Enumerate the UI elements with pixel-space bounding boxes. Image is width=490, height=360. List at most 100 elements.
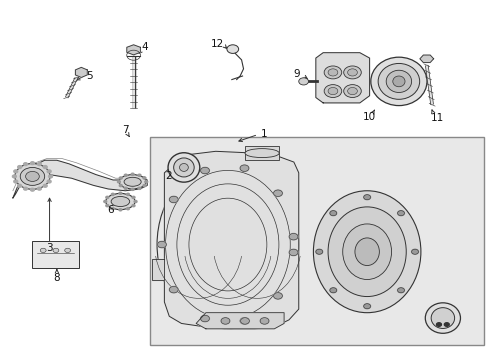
Circle shape bbox=[138, 187, 141, 189]
Circle shape bbox=[364, 304, 370, 309]
Bar bbox=[32, 241, 79, 268]
Circle shape bbox=[330, 211, 337, 216]
Circle shape bbox=[30, 188, 34, 191]
Ellipse shape bbox=[179, 163, 188, 171]
Circle shape bbox=[289, 249, 298, 256]
Ellipse shape bbox=[25, 171, 39, 181]
Ellipse shape bbox=[378, 63, 419, 99]
Circle shape bbox=[131, 173, 134, 175]
Circle shape bbox=[47, 170, 51, 173]
Circle shape bbox=[240, 165, 249, 171]
Text: 8: 8 bbox=[53, 273, 60, 283]
Circle shape bbox=[111, 193, 114, 195]
Text: 11: 11 bbox=[430, 113, 443, 123]
Circle shape bbox=[18, 166, 22, 168]
Polygon shape bbox=[75, 67, 87, 77]
Text: 5: 5 bbox=[86, 71, 93, 81]
Circle shape bbox=[118, 181, 121, 183]
Polygon shape bbox=[13, 160, 147, 198]
Polygon shape bbox=[164, 151, 299, 329]
Circle shape bbox=[104, 201, 107, 203]
Circle shape bbox=[412, 249, 418, 254]
Circle shape bbox=[145, 181, 148, 183]
Circle shape bbox=[37, 163, 41, 166]
Ellipse shape bbox=[168, 153, 200, 182]
Circle shape bbox=[14, 180, 18, 183]
Circle shape bbox=[240, 318, 249, 324]
Circle shape bbox=[289, 233, 298, 240]
Ellipse shape bbox=[386, 70, 412, 93]
Circle shape bbox=[273, 190, 282, 197]
Polygon shape bbox=[196, 313, 284, 329]
Circle shape bbox=[106, 204, 109, 207]
Text: 6: 6 bbox=[107, 206, 114, 216]
Polygon shape bbox=[127, 45, 140, 55]
Ellipse shape bbox=[328, 207, 406, 297]
Circle shape bbox=[347, 69, 357, 76]
Ellipse shape bbox=[431, 308, 455, 328]
Text: 12: 12 bbox=[211, 39, 224, 49]
Circle shape bbox=[119, 184, 122, 186]
Text: 9: 9 bbox=[294, 69, 300, 79]
Ellipse shape bbox=[314, 191, 421, 313]
Circle shape bbox=[158, 241, 166, 248]
Ellipse shape bbox=[425, 303, 461, 333]
Circle shape bbox=[126, 208, 129, 210]
Circle shape bbox=[200, 167, 209, 174]
Circle shape bbox=[143, 177, 146, 179]
Circle shape bbox=[227, 45, 239, 53]
Circle shape bbox=[106, 196, 109, 198]
Ellipse shape bbox=[371, 57, 427, 105]
Polygon shape bbox=[152, 259, 164, 280]
Bar bbox=[150, 137, 485, 345]
Circle shape bbox=[134, 201, 137, 203]
Circle shape bbox=[444, 323, 449, 326]
Circle shape bbox=[347, 87, 357, 95]
Circle shape bbox=[364, 195, 370, 200]
Circle shape bbox=[299, 78, 309, 85]
Circle shape bbox=[343, 66, 361, 79]
Bar bbox=[245, 146, 279, 160]
Circle shape bbox=[170, 287, 178, 293]
Ellipse shape bbox=[355, 238, 379, 266]
Text: 1: 1 bbox=[261, 130, 268, 139]
Circle shape bbox=[24, 163, 27, 166]
Circle shape bbox=[43, 166, 47, 168]
Ellipse shape bbox=[106, 193, 135, 210]
Circle shape bbox=[397, 288, 404, 293]
Circle shape bbox=[241, 318, 249, 324]
Circle shape bbox=[14, 170, 18, 173]
Circle shape bbox=[132, 196, 135, 198]
Ellipse shape bbox=[157, 160, 299, 329]
Circle shape bbox=[143, 184, 146, 186]
Text: 7: 7 bbox=[122, 125, 129, 135]
Text: 2: 2 bbox=[165, 171, 172, 181]
Circle shape bbox=[138, 174, 141, 176]
Circle shape bbox=[330, 288, 337, 293]
Ellipse shape bbox=[245, 149, 279, 158]
Circle shape bbox=[12, 175, 16, 178]
Circle shape bbox=[437, 323, 441, 326]
Circle shape bbox=[397, 211, 404, 216]
Circle shape bbox=[343, 85, 361, 98]
Ellipse shape bbox=[173, 158, 194, 177]
Ellipse shape bbox=[111, 197, 130, 207]
Circle shape bbox=[200, 315, 209, 322]
Ellipse shape bbox=[343, 224, 392, 279]
Circle shape bbox=[18, 184, 22, 187]
Circle shape bbox=[30, 162, 34, 165]
Polygon shape bbox=[316, 53, 369, 103]
Circle shape bbox=[132, 204, 135, 207]
Circle shape bbox=[53, 248, 59, 252]
Ellipse shape bbox=[119, 175, 146, 189]
Circle shape bbox=[43, 184, 47, 187]
Circle shape bbox=[170, 196, 178, 203]
Circle shape bbox=[47, 180, 51, 183]
Circle shape bbox=[49, 175, 52, 178]
Circle shape bbox=[37, 187, 41, 190]
Circle shape bbox=[40, 248, 46, 252]
Ellipse shape bbox=[393, 76, 405, 87]
Circle shape bbox=[328, 87, 338, 95]
Circle shape bbox=[24, 187, 27, 190]
Circle shape bbox=[119, 209, 122, 211]
